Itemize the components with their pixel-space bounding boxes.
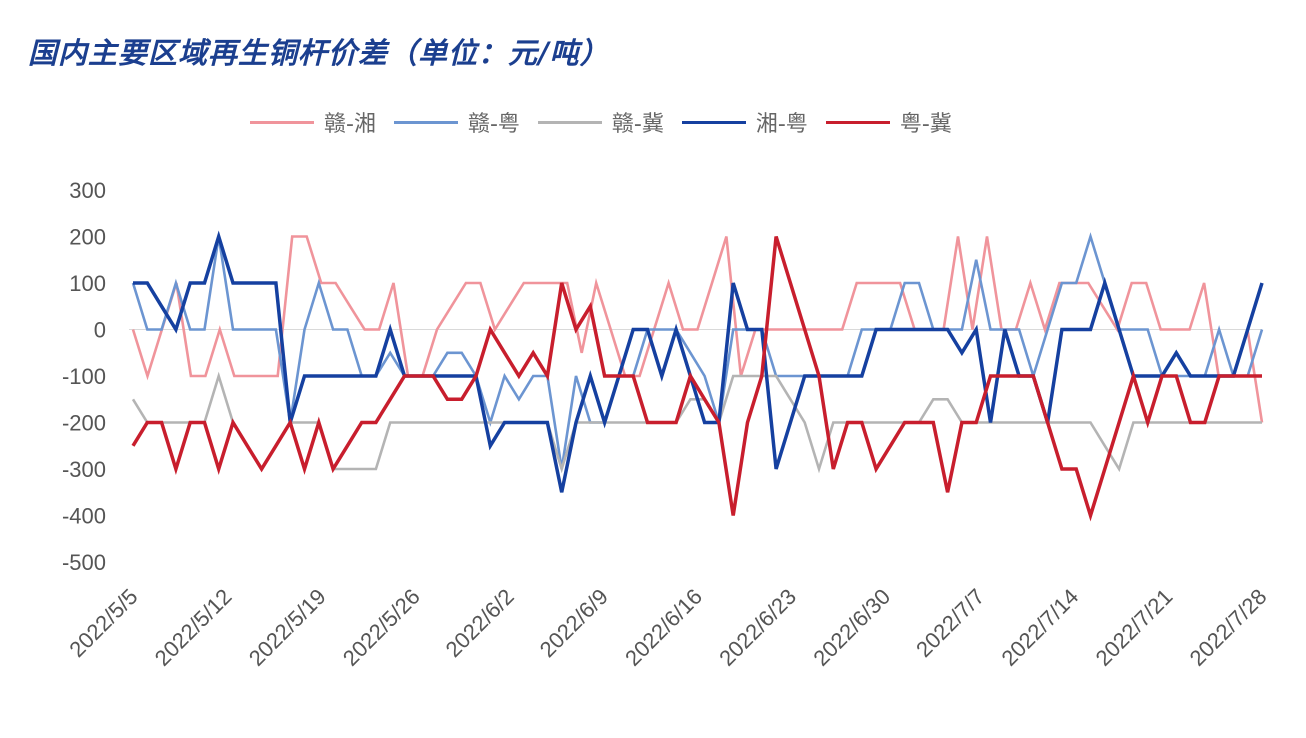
x-tick-label: 2022/7/7 <box>911 584 989 662</box>
x-tick-label: 2022/7/14 <box>996 584 1083 671</box>
legend-label-1: 赣-粤 <box>467 112 520 137</box>
series-line-3 <box>133 230 1264 493</box>
chart-legend: 赣-湘 赣-粤 赣-冀 湘-粤 粤-冀 <box>250 106 952 138</box>
series-line-1 <box>131 232 1264 470</box>
y-tick-label: 300 <box>69 178 106 203</box>
y-tick-label: -100 <box>62 364 106 389</box>
legend-item-3: 湘-粤 <box>681 106 808 138</box>
chart-title: 国内主要区域再生铜杆价差（单位：元/吨） <box>28 36 610 70</box>
x-tick-label: 2022/6/9 <box>535 584 613 662</box>
x-tick-label: 2022/5/5 <box>64 584 142 662</box>
y-tick-label: -200 <box>62 411 106 436</box>
x-tick-label: 2022/7/21 <box>1091 584 1178 671</box>
legend-item-0: 赣-湘 <box>250 106 376 138</box>
legend-swatch-1 <box>393 120 458 124</box>
y-tick-label: -500 <box>62 550 106 575</box>
x-tick-label: 2022/6/23 <box>714 584 801 671</box>
legend-label-3: 湘-粤 <box>755 112 808 137</box>
legend-label-0: 赣-湘 <box>324 112 376 137</box>
x-tick-label: 2022/7/28 <box>1185 584 1272 671</box>
legend-swatch-3 <box>681 120 746 124</box>
x-tick-label: 2022/6/30 <box>808 584 895 671</box>
legend-swatch-0 <box>250 120 314 124</box>
y-tick-label: 100 <box>69 271 106 296</box>
y-tick-label: 0 <box>94 318 106 343</box>
legend-item-2: 赣-冀 <box>537 106 664 138</box>
x-tick-label: 2022/5/19 <box>244 584 331 671</box>
legend-item-1: 赣-粤 <box>393 106 520 138</box>
x-tick-label: 2022/6/2 <box>441 584 519 662</box>
legend-swatch-2 <box>537 120 602 124</box>
series-line-4 <box>131 235 1262 522</box>
x-tick-label: 2022/5/12 <box>150 584 237 671</box>
y-tick-label: 200 <box>69 225 106 250</box>
legend-label-4: 粤-冀 <box>899 112 952 137</box>
legend-label-2: 赣-冀 <box>611 112 664 137</box>
legend-swatch-4 <box>825 120 890 124</box>
x-tick-label: 2022/6/16 <box>620 584 707 671</box>
y-tick-label: -300 <box>62 457 106 482</box>
legend-item-4: 粤-冀 <box>825 106 952 138</box>
y-tick-label: -400 <box>62 504 106 529</box>
x-tick-label: 2022/5/26 <box>338 584 425 671</box>
